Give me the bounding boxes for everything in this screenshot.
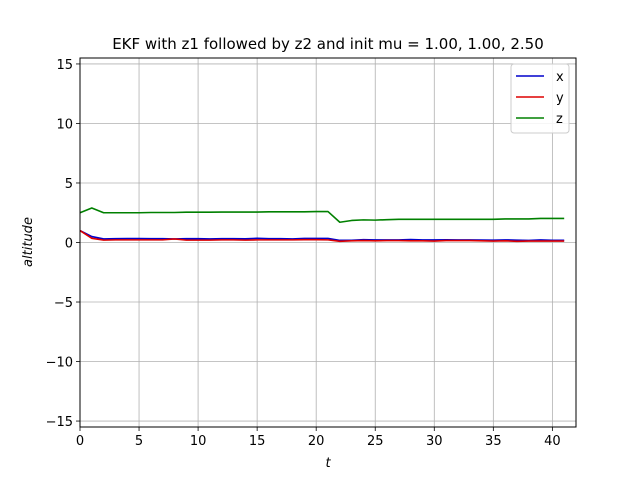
y-tick-label: −10 — [46, 356, 73, 371]
legend-box — [510, 63, 570, 134]
legend-label-z: z — [556, 112, 563, 127]
series-line-x — [79, 229, 565, 242]
x-tick-label: 40 — [544, 434, 561, 449]
x-tick-label: 5 — [135, 434, 143, 449]
x-tick-label: 20 — [308, 434, 325, 449]
legend-label-x: x — [556, 70, 564, 85]
grid — [79, 58, 576, 427]
x-tick-label: 30 — [426, 434, 443, 449]
y-tick-label: 10 — [56, 117, 73, 132]
series-lines — [79, 207, 565, 243]
series-line-z — [79, 207, 565, 224]
x-tick-label: 35 — [485, 434, 502, 449]
x-tick-label: 0 — [76, 434, 84, 449]
chart-title: EKF with z1 followed by z2 and init mu =… — [112, 35, 544, 53]
y-tick-label: 5 — [65, 177, 73, 192]
y-tick-label: 15 — [56, 58, 73, 73]
legend: xyz — [510, 63, 570, 134]
y-tick-label: −15 — [46, 415, 73, 430]
series-line-y — [79, 229, 565, 243]
x-tick-label: 10 — [190, 434, 207, 449]
y-axis-ticks: −15 −10 −5 0 5 10 15 — [46, 58, 80, 430]
x-tick-label: 25 — [367, 434, 384, 449]
legend-label-y: y — [556, 91, 564, 106]
y-tick-label: 0 — [65, 237, 73, 252]
x-axis-label: t — [325, 456, 331, 471]
y-axis-label: altitude — [21, 217, 36, 267]
x-tick-label: 15 — [249, 434, 266, 449]
x-axis-ticks: 0 5 10 15 20 25 30 35 40 — [76, 427, 561, 449]
y-tick-label: −5 — [54, 296, 73, 311]
